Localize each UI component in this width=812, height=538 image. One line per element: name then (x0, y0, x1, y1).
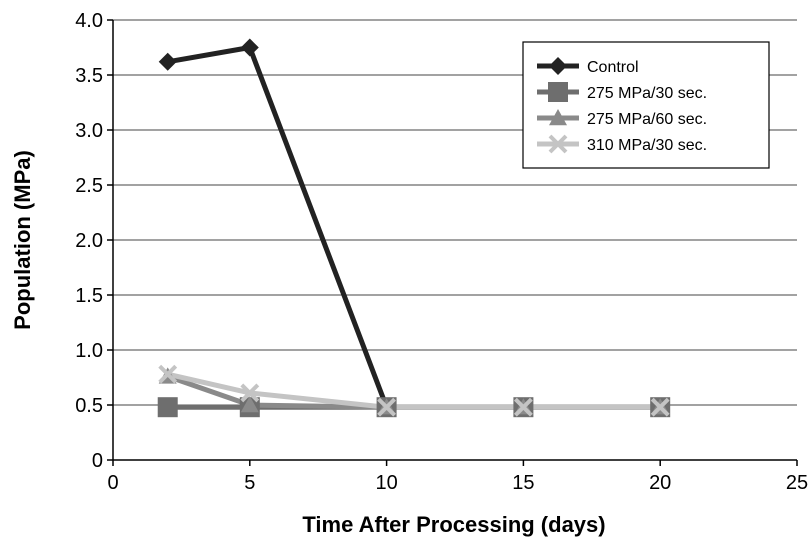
series-1-point (157, 397, 178, 418)
y-tick-label: 1.0 (75, 340, 103, 362)
series-3-point (158, 364, 178, 384)
series-0-point (240, 38, 259, 57)
x-tick-label: 20 (649, 472, 671, 494)
y-tick-label: 4.0 (75, 10, 103, 32)
series-0-line (167, 45, 389, 409)
x-tick-labels: 0 5 10 15 20 25 (107, 472, 808, 494)
y-tick-label: 2.5 (75, 175, 103, 197)
y-tick-label: 3.5 (75, 65, 103, 87)
series-3-point (650, 397, 670, 417)
axes (107, 19, 798, 466)
legend-label: 275 MPa/30 sec. (587, 85, 707, 102)
series-3-point (377, 397, 397, 417)
series-markers (157, 38, 671, 418)
legend-swatch-marker (548, 134, 568, 154)
y-tick-label: 0 (92, 450, 103, 472)
y-axis-title: Population (MPa) (10, 150, 35, 330)
x-tick-label: 5 (244, 472, 255, 494)
x-tick-label: 0 (107, 472, 118, 494)
legend-swatch-marker (548, 82, 568, 102)
x-tick-label: 15 (512, 472, 534, 494)
series-0-point (158, 52, 177, 71)
x-tick-label: 10 (375, 472, 397, 494)
y-tick-label: 2.0 (75, 230, 103, 252)
legend-label: 275 MPa/60 sec. (587, 111, 707, 128)
x-tick-label: 25 (786, 472, 808, 494)
y-tick-label: 3.0 (75, 120, 103, 142)
series-2-point (240, 396, 259, 413)
series-3-point (513, 397, 533, 417)
y-tick-label: 0.5 (75, 395, 103, 417)
x-axis-title: Time After Processing (days) (302, 512, 605, 537)
legend-label: Control (587, 59, 639, 76)
legend-label: 310 MPa/30 sec. (587, 137, 707, 154)
gridlines (113, 19, 797, 406)
legend-swatch-marker (549, 57, 567, 75)
series-3-point (240, 383, 260, 403)
legend: Control 275 MPa/30 sec. 275 MPa/60 sec. 310… (522, 41, 770, 169)
legend-swatch-marker (549, 109, 567, 126)
y-tick-label: 1.5 (75, 285, 103, 307)
y-tick-labels: 0 0.5 1.0 1.5 2.0 2.5 3.0 3.5 4.0 (75, 10, 103, 472)
